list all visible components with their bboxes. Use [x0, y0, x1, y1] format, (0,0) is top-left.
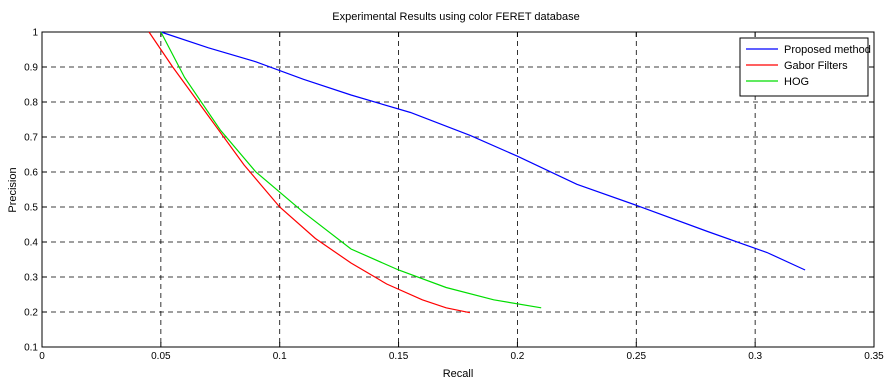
series-layer	[148, 31, 806, 314]
y-tick-label: 0.8	[24, 98, 38, 109]
y-tick-label: 0.9	[24, 63, 38, 74]
series-line-hog	[160, 31, 542, 309]
plot-frame	[41, 31, 875, 348]
legend-label-hog: HOG	[784, 76, 809, 88]
legend-label-gabor-filters: Gabor Filters	[784, 60, 848, 72]
x-tick-label: 0.25	[627, 351, 647, 362]
grid-layer	[42, 32, 874, 347]
series-line-proposed-method	[160, 31, 806, 271]
x-tick-label: 0.35	[864, 351, 884, 362]
legend-box	[739, 37, 869, 97]
y-tick-label: 0.3	[24, 273, 38, 284]
x-tick-label: 0.2	[510, 351, 524, 362]
legend-label-proposed-method: Proposed method	[784, 44, 871, 56]
y-tick-label: 1	[32, 28, 38, 39]
chart-title: Experimental Results using color FERET d…	[332, 11, 579, 23]
x-axis-ticks: 0 0.05 0.1 0.15 0.2 0.25 0.3 0.35	[39, 32, 884, 362]
y-tick-label: 0.6	[24, 168, 38, 179]
x-tick-label: 0.15	[389, 351, 409, 362]
y-tick-label: 0.4	[24, 238, 38, 249]
legend-items: Proposed method Gabor Filters HOG	[746, 44, 871, 88]
series-line-gabor-filters	[148, 31, 471, 314]
y-axis-ticks: 0.1 0.2 0.3 0.4 0.5 0.6 0.7 0.8 0.9 1	[24, 28, 874, 354]
y-tick-label: 0.7	[24, 133, 38, 144]
x-tick-label: 0	[39, 351, 45, 362]
y-tick-label: 0.1	[24, 343, 38, 354]
y-tick-label: 0.2	[24, 308, 38, 319]
x-tick-label: 0.3	[748, 351, 762, 362]
y-tick-label: 0.5	[24, 203, 38, 214]
x-tick-label: 0.05	[151, 351, 171, 362]
y-axis-title: Precision	[7, 167, 19, 212]
legend: Proposed method Gabor Filters HOG	[739, 37, 871, 97]
x-tick-label: 0.1	[273, 351, 287, 362]
x-axis-title: Recall	[443, 368, 474, 380]
